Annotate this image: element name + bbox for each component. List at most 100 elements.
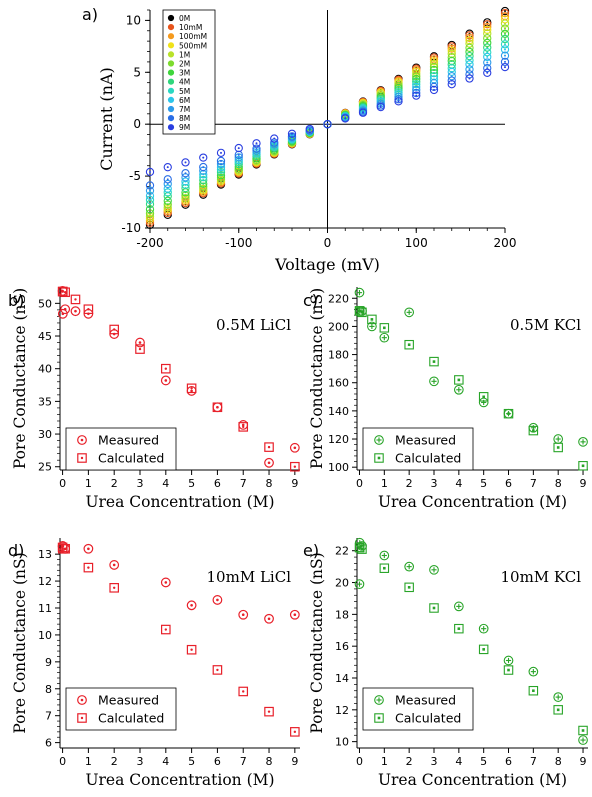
a-point-1M-20-ring bbox=[500, 19, 510, 28]
a-point-9M-4 bbox=[216, 148, 226, 157]
e-legend-marker-measured-ring bbox=[374, 695, 384, 705]
b-calculated-point-8 bbox=[186, 383, 197, 394]
e-ytick-label-3: 16 bbox=[335, 640, 349, 653]
a-point-9M-3-ring bbox=[199, 153, 208, 162]
d-legend-marker-calculated bbox=[77, 713, 87, 723]
a-point-9M-6-ring bbox=[252, 139, 261, 148]
a-point-6M-1-center bbox=[166, 187, 169, 190]
b-measured-point-7-ring bbox=[160, 375, 171, 386]
c-measured-point-4-ring bbox=[379, 332, 390, 343]
d-measured-point-5-center bbox=[164, 581, 168, 584]
a-point-6M-18 bbox=[465, 60, 474, 69]
a-point-7M-1-center bbox=[166, 182, 169, 185]
d-legend-marker-calculated-center bbox=[80, 716, 84, 720]
a-point-1M-15-ring bbox=[412, 69, 421, 78]
b-ytick-label-4: 45 bbox=[38, 330, 52, 343]
d-xtick-label-9: 9 bbox=[291, 755, 298, 768]
a-point-8M-0-ring bbox=[145, 181, 155, 190]
b-measured-point-6-center bbox=[138, 341, 142, 344]
b-xtick-label-1: 1 bbox=[85, 477, 92, 490]
d-xlabel: Urea Concentration (M) bbox=[85, 771, 274, 789]
b-legend-label-measured: Measured bbox=[98, 433, 159, 448]
b-ytick-label-5: 50 bbox=[38, 297, 52, 310]
b-measured-point-12 bbox=[289, 442, 300, 453]
c-legend-marker-calculated-center bbox=[377, 456, 381, 460]
a-point-2M-19-center bbox=[486, 37, 489, 40]
c-xtick-label-0: 0 bbox=[356, 477, 363, 490]
c-calculated-point-5-box bbox=[404, 339, 414, 350]
a-ylabel: Current (nA) bbox=[97, 67, 116, 170]
d-calculated-point-10 bbox=[290, 727, 300, 737]
a-point-3M-1-center bbox=[166, 199, 169, 202]
a-point-5M-20 bbox=[500, 40, 510, 49]
a-point-4M-19-center bbox=[486, 46, 489, 49]
panel-a-current-voltage-chart: -200 -100 0 100 200 -10 -5 0 5 10 Voltage (mV) Curr… bbox=[82, 5, 516, 274]
e-calculated-point-4 bbox=[404, 582, 414, 593]
a-legend-marker-1M bbox=[167, 51, 175, 58]
a-legend-marker-10mM bbox=[167, 24, 175, 31]
a-point-1M-2-center bbox=[184, 197, 187, 200]
c-calculated-point-4 bbox=[379, 323, 390, 333]
a-point-9M-11-ring bbox=[341, 114, 350, 123]
a-point-1M-3 bbox=[199, 184, 208, 194]
b-ytick-label-0: 25 bbox=[38, 461, 52, 474]
a-point-7M-0 bbox=[145, 186, 155, 195]
c-ytick-label-4: 180 bbox=[328, 349, 349, 362]
a-panel-label: a) bbox=[82, 5, 98, 24]
d-measured-point-4-center bbox=[112, 563, 116, 567]
e-calculated-point-9-center bbox=[532, 689, 535, 693]
a-point-3M-20-ring bbox=[500, 29, 510, 39]
e-calculated-point-5 bbox=[429, 603, 439, 613]
a-point-8M-3-ring bbox=[199, 162, 208, 172]
a-point-9M-17-center bbox=[450, 83, 453, 86]
e-measured-point-3-ring bbox=[379, 550, 390, 561]
a-point-6M-0 bbox=[145, 191, 155, 200]
a-point-4M-19-ring bbox=[483, 43, 492, 52]
e-xtick-label-3: 3 bbox=[431, 755, 438, 768]
b-measured-point-2 bbox=[60, 304, 71, 315]
a-point-10mM-18-ring bbox=[465, 31, 474, 40]
b-calculated-point-1-box bbox=[58, 286, 68, 297]
a-legend-marker-500mM bbox=[167, 42, 175, 49]
d-measured-point-6-ring bbox=[186, 600, 197, 611]
a-point-8M-18 bbox=[465, 70, 474, 79]
a-point-9M-18-center bbox=[468, 77, 471, 80]
a-point-500mM-16 bbox=[429, 57, 439, 66]
c-measured-point-8 bbox=[478, 397, 489, 408]
a-point-9M-20-ring bbox=[500, 62, 510, 72]
d-calculated-point-7-box bbox=[212, 665, 223, 675]
a-point-8M-14 bbox=[394, 95, 403, 104]
e-series-calculated bbox=[354, 542, 588, 736]
b-measured-point-3-center bbox=[74, 309, 77, 313]
c-measured-point-4 bbox=[379, 332, 390, 343]
a-point-6M-1-ring bbox=[163, 184, 172, 193]
a-point-7M-5-ring bbox=[234, 153, 243, 162]
d-legend-marker-calculated-box bbox=[77, 713, 87, 723]
c-series-calculated bbox=[354, 306, 588, 471]
d-ytick-label-2: 8 bbox=[45, 683, 52, 696]
d-calculated-point-8 bbox=[238, 686, 249, 697]
a-point-7M-0-center bbox=[149, 189, 151, 192]
c-panel-label: c) bbox=[303, 291, 318, 310]
c-measured-point-7 bbox=[453, 384, 464, 395]
e-calculated-point-1-center bbox=[358, 546, 362, 549]
e-calculated-point-6-box bbox=[454, 623, 464, 634]
d-calculated-point-4-center bbox=[112, 586, 116, 590]
a-legend-label-9M: 9M bbox=[179, 123, 190, 132]
c-legend-marker-calculated bbox=[374, 453, 384, 463]
a-point-6M-14-center bbox=[397, 93, 400, 96]
d-measured-point-7 bbox=[212, 595, 223, 605]
e-calculated-point-8 bbox=[503, 665, 514, 675]
e-calculated-point-6-center bbox=[457, 627, 461, 630]
b-ylabel: Pore Conductance (nS) bbox=[11, 288, 29, 469]
b-calculated-point-9-box bbox=[212, 402, 223, 413]
d-calculated-point-5 bbox=[161, 624, 171, 635]
a-point-9M-0-center bbox=[149, 170, 151, 173]
b-calculated-point-7-center bbox=[164, 367, 168, 370]
e-legend-label-measured: Measured bbox=[395, 693, 456, 708]
a-ytick-label-1: -5 bbox=[129, 169, 141, 183]
a-point-9M-8-center bbox=[291, 132, 293, 135]
b-measured-point-6-ring bbox=[135, 337, 145, 348]
d-ytick-label-4: 10 bbox=[38, 629, 52, 642]
a-point-9M-3 bbox=[199, 153, 208, 162]
